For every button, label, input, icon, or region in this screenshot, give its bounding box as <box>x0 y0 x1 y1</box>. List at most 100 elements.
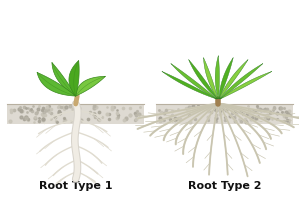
Point <box>157 108 161 111</box>
Point <box>266 116 271 119</box>
Point <box>134 118 138 121</box>
Point <box>237 118 242 121</box>
Point <box>70 107 75 110</box>
Point <box>40 117 45 120</box>
Text: Root Type 2: Root Type 2 <box>188 181 261 191</box>
Point <box>232 116 236 119</box>
Point <box>205 115 210 118</box>
Point <box>212 107 217 111</box>
Point <box>173 116 178 120</box>
Point <box>61 119 66 123</box>
Point <box>186 113 191 116</box>
Point <box>22 106 27 109</box>
Point <box>40 112 44 116</box>
Point <box>57 112 62 115</box>
Point <box>248 113 252 117</box>
Point <box>206 109 211 113</box>
Point <box>256 107 261 110</box>
Point <box>174 117 179 120</box>
Point <box>185 109 190 112</box>
Point <box>223 105 228 108</box>
Point <box>114 116 119 119</box>
Point <box>43 114 47 117</box>
Point <box>168 117 173 120</box>
Point <box>96 118 100 121</box>
Point <box>124 117 128 120</box>
Point <box>206 108 211 111</box>
Point <box>169 109 174 112</box>
Point <box>286 120 291 123</box>
Point <box>253 117 257 121</box>
Point <box>184 106 188 109</box>
Point <box>76 116 81 120</box>
Polygon shape <box>219 60 248 99</box>
Point <box>92 116 97 119</box>
Point <box>232 117 237 120</box>
Point <box>287 113 292 117</box>
Point <box>176 117 180 120</box>
Point <box>262 108 266 111</box>
Point <box>233 119 238 123</box>
Point <box>137 106 142 109</box>
Point <box>57 109 62 112</box>
Point <box>55 120 60 123</box>
Point <box>242 107 247 110</box>
Point <box>64 106 68 109</box>
Point <box>57 110 62 113</box>
Point <box>242 118 247 121</box>
Point <box>279 106 284 109</box>
Point <box>194 108 198 111</box>
Point <box>233 109 238 113</box>
Point <box>243 120 248 123</box>
Point <box>26 118 30 121</box>
Point <box>37 117 42 120</box>
Point <box>69 120 74 123</box>
Point <box>255 105 260 108</box>
Point <box>219 105 224 108</box>
Point <box>214 119 219 122</box>
Point <box>246 109 251 112</box>
Point <box>107 112 112 115</box>
Point <box>96 111 101 114</box>
Point <box>159 119 164 122</box>
Point <box>92 113 97 116</box>
Point <box>244 112 249 116</box>
Point <box>237 111 242 114</box>
Point <box>249 110 254 113</box>
Point <box>46 110 51 114</box>
Point <box>214 114 218 118</box>
Point <box>53 115 58 118</box>
Point <box>49 118 53 121</box>
Point <box>282 114 286 117</box>
Point <box>25 111 30 114</box>
Point <box>75 118 80 121</box>
Point <box>263 117 268 120</box>
Point <box>41 118 46 122</box>
Point <box>274 111 279 114</box>
Point <box>34 110 39 113</box>
Point <box>242 106 247 109</box>
Point <box>31 120 36 123</box>
Polygon shape <box>76 76 105 96</box>
FancyBboxPatch shape <box>156 104 293 124</box>
Point <box>257 108 262 111</box>
Point <box>136 112 141 116</box>
Point <box>39 108 44 112</box>
Point <box>267 112 272 115</box>
Point <box>258 108 263 111</box>
Point <box>245 105 250 108</box>
Point <box>244 119 248 122</box>
FancyBboxPatch shape <box>7 104 144 124</box>
Polygon shape <box>37 72 76 96</box>
Point <box>24 117 28 120</box>
Point <box>94 105 98 109</box>
Point <box>107 117 112 120</box>
Point <box>124 117 129 120</box>
Point <box>231 105 236 108</box>
Point <box>29 109 34 112</box>
Point <box>109 108 114 111</box>
Point <box>134 114 139 117</box>
Point <box>267 109 272 112</box>
Point <box>76 111 81 115</box>
Point <box>240 112 245 116</box>
